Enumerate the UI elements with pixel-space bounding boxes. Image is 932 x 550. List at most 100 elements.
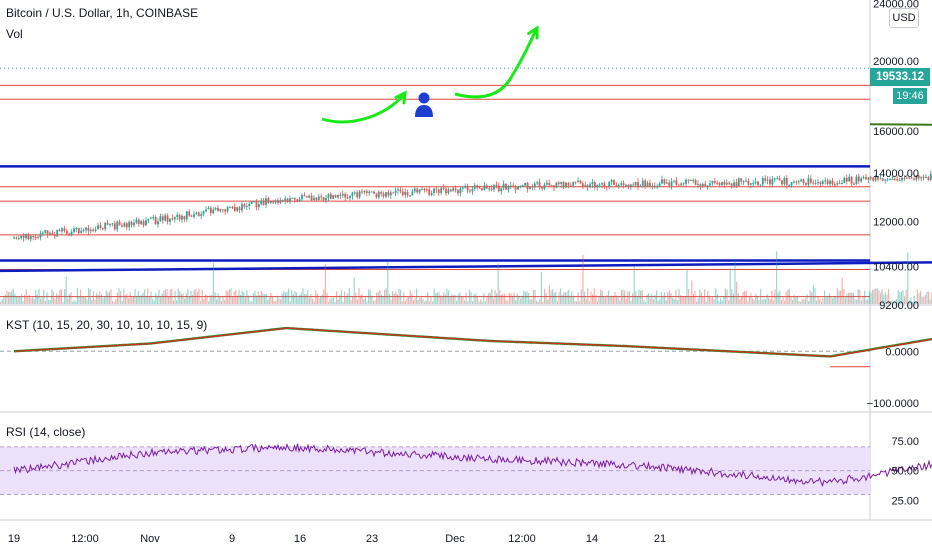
candle-body xyxy=(461,187,464,189)
candle-body xyxy=(543,184,546,189)
volume-bar xyxy=(696,301,698,304)
volume-bar xyxy=(563,292,565,304)
candle-body xyxy=(800,179,803,182)
candle-body xyxy=(401,191,404,196)
candle-body xyxy=(322,197,325,201)
candle-body xyxy=(670,181,673,186)
volume-bar xyxy=(390,299,392,304)
candle-body xyxy=(812,182,815,184)
candle-body xyxy=(334,195,337,198)
volume-bar xyxy=(339,295,341,304)
volume-bar xyxy=(515,300,517,304)
volume-bar xyxy=(270,292,272,304)
candle-body xyxy=(291,197,294,199)
person-icon-body xyxy=(415,105,433,117)
volume-bar xyxy=(747,301,749,304)
candle-body xyxy=(862,177,865,179)
volume-bar xyxy=(398,288,400,304)
volume-bar xyxy=(848,292,850,304)
candle-body xyxy=(644,180,647,187)
candle-body xyxy=(881,178,884,181)
volume-bar xyxy=(827,297,829,304)
volume-bar xyxy=(115,299,117,304)
candle-body xyxy=(353,192,356,194)
volume-bar xyxy=(612,295,614,304)
volume-bar xyxy=(916,289,918,304)
volume-bar xyxy=(176,300,178,304)
candle-body xyxy=(233,206,236,211)
candle-body xyxy=(908,177,911,179)
volume-bar xyxy=(588,301,590,304)
volume-bar xyxy=(20,294,22,304)
volume-bar xyxy=(753,300,755,304)
currency-badge[interactable]: USD xyxy=(889,8,919,28)
volume-bar xyxy=(0,301,2,304)
candle-body xyxy=(471,188,474,192)
volume-bar xyxy=(915,301,917,304)
candle-body xyxy=(154,217,157,225)
candle-body xyxy=(339,194,342,196)
volume-bar xyxy=(268,297,270,304)
volume-bar xyxy=(864,290,866,304)
volume-bar xyxy=(508,292,510,304)
volume-bar xyxy=(433,288,435,304)
volume-bar xyxy=(392,291,394,304)
volume-bar xyxy=(420,296,422,304)
volume-bar xyxy=(473,294,475,304)
volume-bar xyxy=(291,290,293,304)
candle-body xyxy=(370,191,373,193)
candle-body xyxy=(814,182,817,184)
volume-bar xyxy=(430,296,432,304)
volume-bar xyxy=(470,291,472,304)
volume-bar xyxy=(192,294,194,304)
volume-bar xyxy=(849,292,851,304)
volume-bar xyxy=(188,296,190,304)
volume-bar xyxy=(145,295,147,304)
volume-bar xyxy=(636,296,638,304)
volume-bar xyxy=(582,254,584,304)
volume-bar xyxy=(801,298,803,304)
volume-bar xyxy=(305,294,307,304)
volume-bar xyxy=(350,299,352,304)
candle-body xyxy=(749,183,752,185)
green-curved-arrow xyxy=(321,92,407,124)
volume-bar xyxy=(65,276,67,304)
candle-body xyxy=(905,177,908,179)
candle-body xyxy=(140,221,143,225)
candle-body xyxy=(92,229,95,231)
candle-body xyxy=(70,231,73,235)
volume-bar xyxy=(16,296,18,304)
candle-body xyxy=(502,183,505,189)
candle-body xyxy=(500,188,503,192)
volume-bar xyxy=(30,298,32,304)
candle-body xyxy=(776,178,779,180)
candle-body xyxy=(821,181,824,185)
volume-bar xyxy=(852,293,854,304)
volume-bar xyxy=(147,288,149,304)
candle-body xyxy=(524,182,527,186)
volume-bar xyxy=(214,292,216,304)
volume-bar xyxy=(472,301,474,304)
candle-body xyxy=(188,211,191,216)
volume-bar xyxy=(459,292,461,304)
candle-body xyxy=(413,188,416,192)
rsi-axis-tick: 75.00 xyxy=(891,436,919,448)
countdown-tag: 19:46 xyxy=(893,88,927,104)
candle-body xyxy=(89,229,92,232)
volume-bar xyxy=(203,299,205,304)
volume-bar xyxy=(164,289,166,304)
volume-bar xyxy=(668,290,670,304)
green-arrowhead xyxy=(527,25,539,40)
candle-body xyxy=(267,198,270,203)
candle-body xyxy=(75,227,78,229)
volume-bar xyxy=(408,296,410,304)
candle-body xyxy=(433,188,435,194)
volume-bar xyxy=(528,293,530,304)
candle-body xyxy=(608,182,611,187)
time-axis-tick: 9 xyxy=(229,533,235,545)
volume-bar xyxy=(166,289,168,304)
candle-body xyxy=(190,215,193,217)
candle-body xyxy=(152,217,155,219)
volume-bar xyxy=(376,292,378,304)
